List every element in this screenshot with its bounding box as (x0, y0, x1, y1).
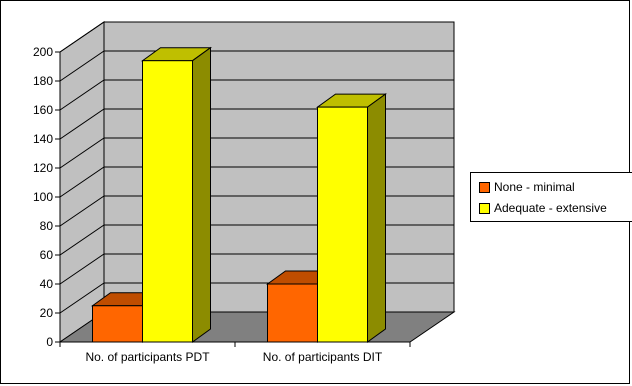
bar-1-1 (315, 93, 388, 343)
x-tick-label-1: No. of participants DIT (263, 350, 383, 364)
legend-label-1: Adequate - extensive (494, 201, 607, 215)
y-tick-label-80: 80 (40, 219, 54, 233)
y-tick-label-20: 20 (40, 306, 54, 320)
bar-1-1-side (367, 93, 386, 343)
bar-0-1 (140, 46, 213, 343)
legend-item-0: None - minimal (479, 179, 575, 195)
legend-swatch-1 (479, 202, 490, 214)
gridline-180 (59, 50, 454, 82)
bar-0-1-side (192, 46, 211, 343)
axis-labels: 0 20 40 60 80 100 120 140 160 180 200 No. of partic… (33, 45, 383, 364)
y-tick-label-200: 200 (33, 45, 53, 59)
y-tick-label-180: 180 (33, 74, 53, 88)
bar-1-0-front (267, 283, 318, 343)
bar-0-0-front (92, 305, 143, 343)
gridline-200 (59, 21, 454, 53)
legend-label-0: None - minimal (494, 180, 575, 194)
y-tick-label-40: 40 (40, 277, 54, 291)
y-tick-label-0: 0 (46, 335, 53, 349)
legend: None - minimal Adequate - extensive (470, 172, 632, 222)
x-tick-label-0: No. of participants PDT (85, 350, 210, 364)
gridline-160 (59, 79, 454, 111)
legend-item-1: Adequate - extensive (479, 200, 607, 216)
y-tick-label-60: 60 (40, 248, 54, 262)
y-tick-label-100: 100 (33, 190, 53, 204)
bars (90, 46, 388, 343)
y-tick-label-140: 140 (33, 132, 53, 146)
bar-0-1-front (142, 60, 193, 343)
bar-1-1-front (317, 106, 368, 343)
y-tick-label-120: 120 (33, 161, 53, 175)
y-tick-label-160: 160 (33, 103, 53, 117)
legend-swatch-0 (479, 181, 490, 193)
